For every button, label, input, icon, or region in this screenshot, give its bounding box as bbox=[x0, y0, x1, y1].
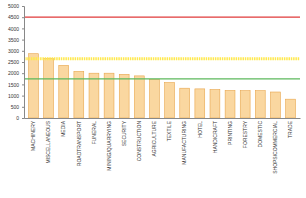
x-tick: DOMESTIC bbox=[257, 118, 263, 147]
y-tick-mark bbox=[22, 107, 24, 108]
bar bbox=[44, 58, 54, 118]
x-tick: MEDIA bbox=[60, 118, 66, 137]
y-tick-label: 4000 bbox=[8, 26, 19, 32]
y-tick-mark bbox=[22, 62, 24, 63]
reference-line bbox=[24, 78, 300, 79]
y-tick-label: 4500 bbox=[8, 14, 19, 20]
x-tick-label: TEXTILE bbox=[166, 120, 172, 141]
bar bbox=[29, 54, 39, 118]
reference-line bbox=[24, 17, 300, 18]
y-tick: 4000 bbox=[8, 26, 24, 32]
y-tick-label: 3000 bbox=[8, 48, 19, 54]
x-tick-label: DOMESTIC bbox=[257, 121, 263, 148]
x-tick: MACHINERY bbox=[30, 118, 36, 151]
y-tick-label: 5000 bbox=[8, 3, 19, 9]
y-tick-label: 2000 bbox=[8, 70, 19, 76]
x-tick: FUNERAL bbox=[91, 118, 97, 144]
y-tick: 4500 bbox=[8, 14, 24, 20]
bar bbox=[119, 74, 129, 118]
x-tick: FORESTRY bbox=[242, 118, 248, 148]
y-tick: 5000 bbox=[8, 3, 24, 9]
bar bbox=[150, 79, 160, 118]
x-tick-label: FUNERAL bbox=[91, 121, 97, 145]
x-tick: MINING/QUARRYING bbox=[106, 118, 112, 171]
y-tick-label: 1500 bbox=[8, 82, 19, 88]
x-tick-label: MACHINERY bbox=[30, 120, 36, 151]
x-tick-label: PRINTING bbox=[227, 121, 233, 145]
y-tick-mark bbox=[22, 51, 24, 52]
y-axis: 0 500 1000 1500 2000 2500 3000 3500 4000 4500 5000 bbox=[8, 3, 25, 121]
x-tick-label: TRADE bbox=[287, 120, 293, 138]
y-tick-label: 3500 bbox=[8, 37, 19, 43]
bar bbox=[180, 88, 190, 118]
marks bbox=[24, 17, 300, 118]
x-tick: SHOPS/COMMERCIAL bbox=[272, 118, 278, 174]
x-tick-label: SHOPS/COMMERCIAL bbox=[272, 121, 278, 174]
bar bbox=[165, 83, 175, 118]
x-tick-label: ROADTRANSPORT bbox=[76, 121, 82, 166]
bar bbox=[240, 91, 250, 118]
y-tick: 500 bbox=[11, 104, 24, 110]
chart-svg: 0 500 1000 1500 2000 2500 3000 3500 4000 4500 5000… bbox=[0, 0, 306, 198]
bar bbox=[89, 73, 99, 118]
y-tick: 2000 bbox=[8, 70, 24, 76]
y-tick-mark bbox=[22, 28, 24, 29]
x-tick: TEXTILE bbox=[166, 118, 172, 141]
bar bbox=[59, 65, 69, 118]
x-tick-label: HANDICRAFT bbox=[212, 121, 218, 153]
x-tick-label: MINING/QUARRYING bbox=[106, 121, 112, 171]
x-tick-label: SECURITY bbox=[121, 120, 127, 146]
y-tick: 3500 bbox=[8, 37, 24, 43]
bar bbox=[195, 89, 205, 118]
x-tick-label: HOTEL bbox=[197, 121, 203, 138]
x-tick-label: FORESTRY bbox=[242, 120, 248, 148]
bar bbox=[134, 76, 144, 118]
x-tick: HANDICRAFT bbox=[212, 118, 218, 153]
y-tick-mark bbox=[22, 40, 24, 41]
bar bbox=[210, 90, 220, 118]
y-tick: 1500 bbox=[8, 82, 24, 88]
y-tick: 3000 bbox=[8, 48, 24, 54]
bar bbox=[286, 99, 296, 118]
x-tick: MISCELLANEOUS bbox=[45, 118, 51, 164]
x-tick: AGRICULTURE bbox=[151, 118, 157, 156]
y-tick-label: 500 bbox=[11, 104, 20, 110]
y-tick-mark bbox=[22, 96, 24, 97]
x-tick-label: AGRICULTURE bbox=[151, 120, 157, 156]
y-tick-label: 0 bbox=[16, 115, 19, 121]
reference-line bbox=[24, 57, 300, 60]
y-tick: 0 bbox=[16, 115, 24, 121]
y-tick-label: 2500 bbox=[8, 59, 19, 65]
plot: 0 500 1000 1500 2000 2500 3000 3500 4000 4500 5000… bbox=[8, 3, 301, 174]
x-tick-label: MEDIA bbox=[60, 120, 66, 137]
bar bbox=[225, 90, 235, 118]
x-tick: MANUFACTURING bbox=[181, 118, 187, 165]
x-axis-line bbox=[25, 118, 301, 119]
x-tick: TRADE bbox=[287, 118, 293, 138]
y-tick: 1000 bbox=[8, 93, 24, 99]
bar bbox=[255, 91, 265, 118]
x-tick: SECURITY bbox=[121, 118, 127, 146]
y-tick-label: 1000 bbox=[8, 93, 19, 99]
x-tick: HOTEL bbox=[197, 118, 203, 138]
x-tick-label: MANUFACTURING bbox=[181, 121, 187, 165]
x-tick: CONSTRUCTION bbox=[136, 118, 142, 161]
y-tick-mark bbox=[22, 6, 24, 7]
x-tick-label: MISCELLANEOUS bbox=[45, 120, 51, 163]
y-tick-mark bbox=[22, 84, 24, 85]
x-axis: MACHINERY MISCELLANEOUS MEDIA ROADTRANSPORT… bbox=[25, 118, 301, 174]
x-tick: ROADTRANSPORT bbox=[76, 118, 82, 166]
bar bbox=[271, 92, 281, 118]
x-tick-label: CONSTRUCTION bbox=[136, 121, 142, 162]
x-tick: PRINTING bbox=[227, 118, 233, 145]
y-tick-mark bbox=[22, 73, 24, 74]
y-tick-mark bbox=[22, 118, 24, 119]
y-tick: 2500 bbox=[8, 59, 24, 65]
y-tick-mark bbox=[22, 17, 24, 18]
bar bbox=[104, 73, 114, 118]
y-axis-line bbox=[22, 7, 25, 119]
chart-container: 0 500 1000 1500 2000 2500 3000 3500 4000 4500 5000… bbox=[0, 0, 306, 198]
